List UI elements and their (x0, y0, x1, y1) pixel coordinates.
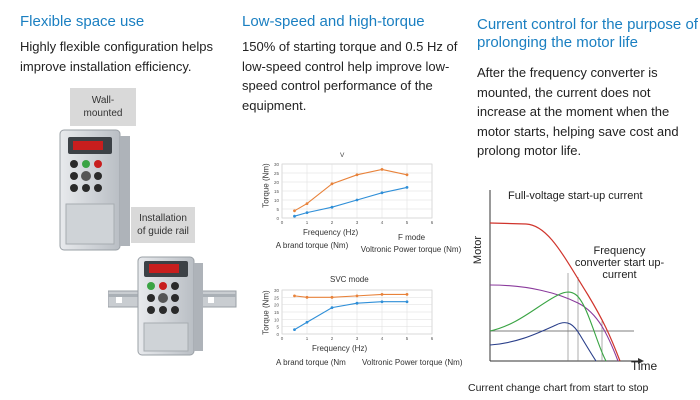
f-mode-ytick: 20 (274, 180, 280, 185)
time-label: Time (631, 359, 658, 373)
svc-mode-ytick: 10 (274, 317, 280, 322)
flexible-title: Flexible space use (20, 13, 145, 30)
svc-mode-ytick: 20 (274, 303, 280, 308)
rail-drive-image (108, 256, 237, 356)
f-mode-ytick: 15 (274, 189, 280, 194)
low-speed-body: 150% of starting torque and 0.5 Hz of lo… (242, 39, 458, 113)
f-mode-ytick: 0 (276, 216, 279, 221)
svc-mode-point-0 (330, 306, 334, 309)
f-mode-ytick: 5 (276, 207, 279, 212)
f-mode-xtick: 6 (431, 220, 434, 225)
purple-curve (489, 284, 619, 362)
svc-mode-point-0 (355, 301, 359, 305)
wall-mounted-text: Wall-mounted (83, 95, 123, 119)
chart1-ylabel: Torque (Nm) (261, 163, 271, 208)
f-mode-xtick: 5 (406, 220, 409, 225)
f-mode-point-0 (293, 214, 296, 218)
svc-mode-ytick: 15 (274, 310, 280, 315)
chart1-ylabel-wrap: Torque (Nm) (262, 163, 272, 213)
chart2-xlabel: Frequency (Hz) (312, 344, 368, 353)
f-mode-point-1 (380, 168, 384, 171)
svc-mode-series-line-0 (294, 301, 407, 331)
svc-mode-point-0 (380, 300, 384, 304)
svc-mode-point-1 (405, 293, 409, 296)
chart2-legend-b: Voltronic Power torque (Nm) (362, 358, 463, 367)
x-axis-arrow-icon (638, 358, 644, 364)
chart2-title: SVC mode (330, 275, 369, 284)
green-curve (489, 291, 607, 362)
rail-label: Installation of guide rail (131, 207, 195, 243)
torque-chart-svc-mode: 0 5 10 15 20 25 30 0 1 2 3 4 5 6 (274, 288, 434, 341)
full-voltage-curve (489, 222, 621, 362)
svc-mode-series-line-1 (294, 293, 407, 298)
svc-mode-ytick: 30 (274, 288, 280, 293)
chart1-title: V (340, 152, 345, 159)
f-mode-point-1 (355, 173, 359, 177)
svc-mode-point-0 (405, 300, 409, 304)
svc-mode-ytick: 0 (276, 332, 279, 337)
f-mode-xtick: 2 (331, 220, 334, 225)
wall-mounted-drive-image (59, 129, 130, 251)
chart2-ylabel-wrap: Torque (Nm) (261, 290, 272, 342)
f-mode-point-1 (405, 173, 409, 177)
chart1-mode: F mode (398, 233, 426, 242)
f-mode-series-line-0 (294, 186, 408, 217)
motor-label: Motor (472, 235, 485, 265)
f-mode-xtick: 1 (306, 220, 309, 225)
svc-mode-ytick: 25 (274, 295, 280, 300)
svc-mode-xtick: 6 (431, 336, 434, 341)
f-mode-xtick: 0 (281, 220, 284, 225)
motor-label-wrap: Motor (472, 232, 486, 272)
f-mode-point-1 (305, 202, 309, 205)
f-mode-point-0 (355, 198, 359, 202)
svc-mode-xtick: 3 (356, 336, 359, 341)
torque-chart-f-mode: 0 5 10 15 20 25 30 0 1 2 3 4 5 6 (274, 162, 434, 225)
chart1-legend-a: A brand torque (Nm) (275, 241, 349, 250)
blue-curve (489, 322, 597, 362)
svc-mode-point-1 (293, 294, 296, 298)
svc-mode-xtick: 0 (281, 336, 284, 341)
f-mode-xtick: 3 (356, 220, 359, 225)
current-control-title: Current control for the purpose of prolo… (477, 16, 698, 51)
f-mode-ytick: 30 (274, 162, 280, 167)
chart2-ylabel: Torque (Nm) (261, 290, 271, 335)
frequency-converter-label: Frequency converter start up-current (574, 245, 665, 281)
current-control-body: After the frequency converter is mounted… (477, 65, 679, 158)
svc-mode-point-1 (330, 295, 334, 299)
rail-text: Installation of guide rail (137, 213, 189, 237)
wall-mounted-label: Wall-mounted (70, 88, 136, 126)
svc-mode-xtick: 1 (306, 336, 309, 341)
f-mode-point-1 (330, 182, 334, 186)
current-chart-caption: Current change chart from start to stop (468, 382, 649, 394)
flexible-body: Highly flexible configuration helps impr… (20, 39, 213, 74)
chart2-legend-a: A brand torque (Nm (276, 358, 346, 367)
full-voltage-label: Full-voltage start-up current (508, 190, 643, 202)
f-mode-point-0 (380, 191, 384, 195)
current-change-chart (489, 190, 644, 364)
svc-mode-point-1 (305, 295, 309, 299)
svc-mode-point-1 (380, 293, 384, 296)
svc-mode-xtick: 5 (406, 336, 409, 341)
chart1-xlabel: Frequency (Hz) (303, 228, 359, 237)
f-mode-ytick: 10 (274, 198, 280, 203)
svc-mode-xtick: 2 (331, 336, 334, 341)
svc-mode-ytick: 5 (276, 325, 279, 330)
chart1-legend-b: Voltronic Power torque (Nm) (360, 245, 462, 254)
f-mode-point-1 (293, 209, 296, 213)
svc-mode-point-1 (355, 294, 359, 298)
svc-mode-point-0 (305, 320, 309, 324)
f-mode-point-0 (330, 205, 334, 209)
f-mode-point-0 (305, 211, 309, 214)
low-speed-title: Low-speed and high-torque (242, 13, 425, 30)
f-mode-point-0 (405, 186, 409, 189)
f-mode-series-line-1 (294, 168, 408, 212)
f-mode-ytick: 25 (274, 171, 280, 176)
f-mode-xtick: 4 (381, 220, 384, 225)
svc-mode-xtick: 4 (381, 336, 384, 341)
svc-mode-point-0 (293, 328, 296, 331)
